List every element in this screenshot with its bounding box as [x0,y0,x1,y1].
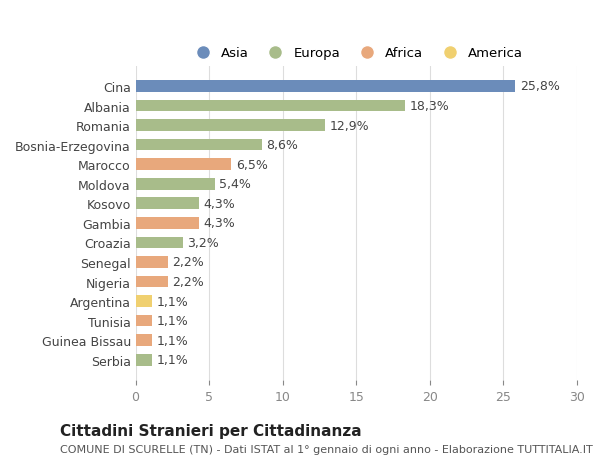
Text: 4,3%: 4,3% [203,217,235,230]
Text: 2,2%: 2,2% [172,275,204,288]
Text: 6,5%: 6,5% [236,158,268,171]
Bar [136,354,152,366]
Bar [136,179,215,190]
Bar [136,120,325,132]
Text: 1,1%: 1,1% [156,334,188,347]
Text: 12,9%: 12,9% [330,119,370,132]
Text: 18,3%: 18,3% [409,100,449,113]
Text: 1,1%: 1,1% [156,314,188,327]
Text: 8,6%: 8,6% [266,139,298,152]
Text: 5,4%: 5,4% [220,178,251,191]
Bar [136,218,199,229]
Text: 3,2%: 3,2% [187,236,219,249]
Bar [136,237,182,249]
Bar [136,335,152,346]
Bar [136,198,199,210]
Bar [136,276,168,288]
Bar [136,296,152,307]
Text: 1,1%: 1,1% [156,353,188,366]
Text: 25,8%: 25,8% [520,80,560,93]
Bar [136,81,515,93]
Text: 4,3%: 4,3% [203,197,235,210]
Bar [136,101,405,112]
Text: 2,2%: 2,2% [172,256,204,269]
Text: 1,1%: 1,1% [156,295,188,308]
Text: COMUNE DI SCURELLE (TN) - Dati ISTAT al 1° gennaio di ogni anno - Elaborazione T: COMUNE DI SCURELLE (TN) - Dati ISTAT al … [60,444,593,454]
Legend: Asia, Europa, Africa, America: Asia, Europa, Africa, America [184,42,529,66]
Bar [136,257,168,268]
Bar [136,159,231,171]
Text: Cittadini Stranieri per Cittadinanza: Cittadini Stranieri per Cittadinanza [60,423,362,438]
Bar [136,140,262,151]
Bar [136,315,152,327]
